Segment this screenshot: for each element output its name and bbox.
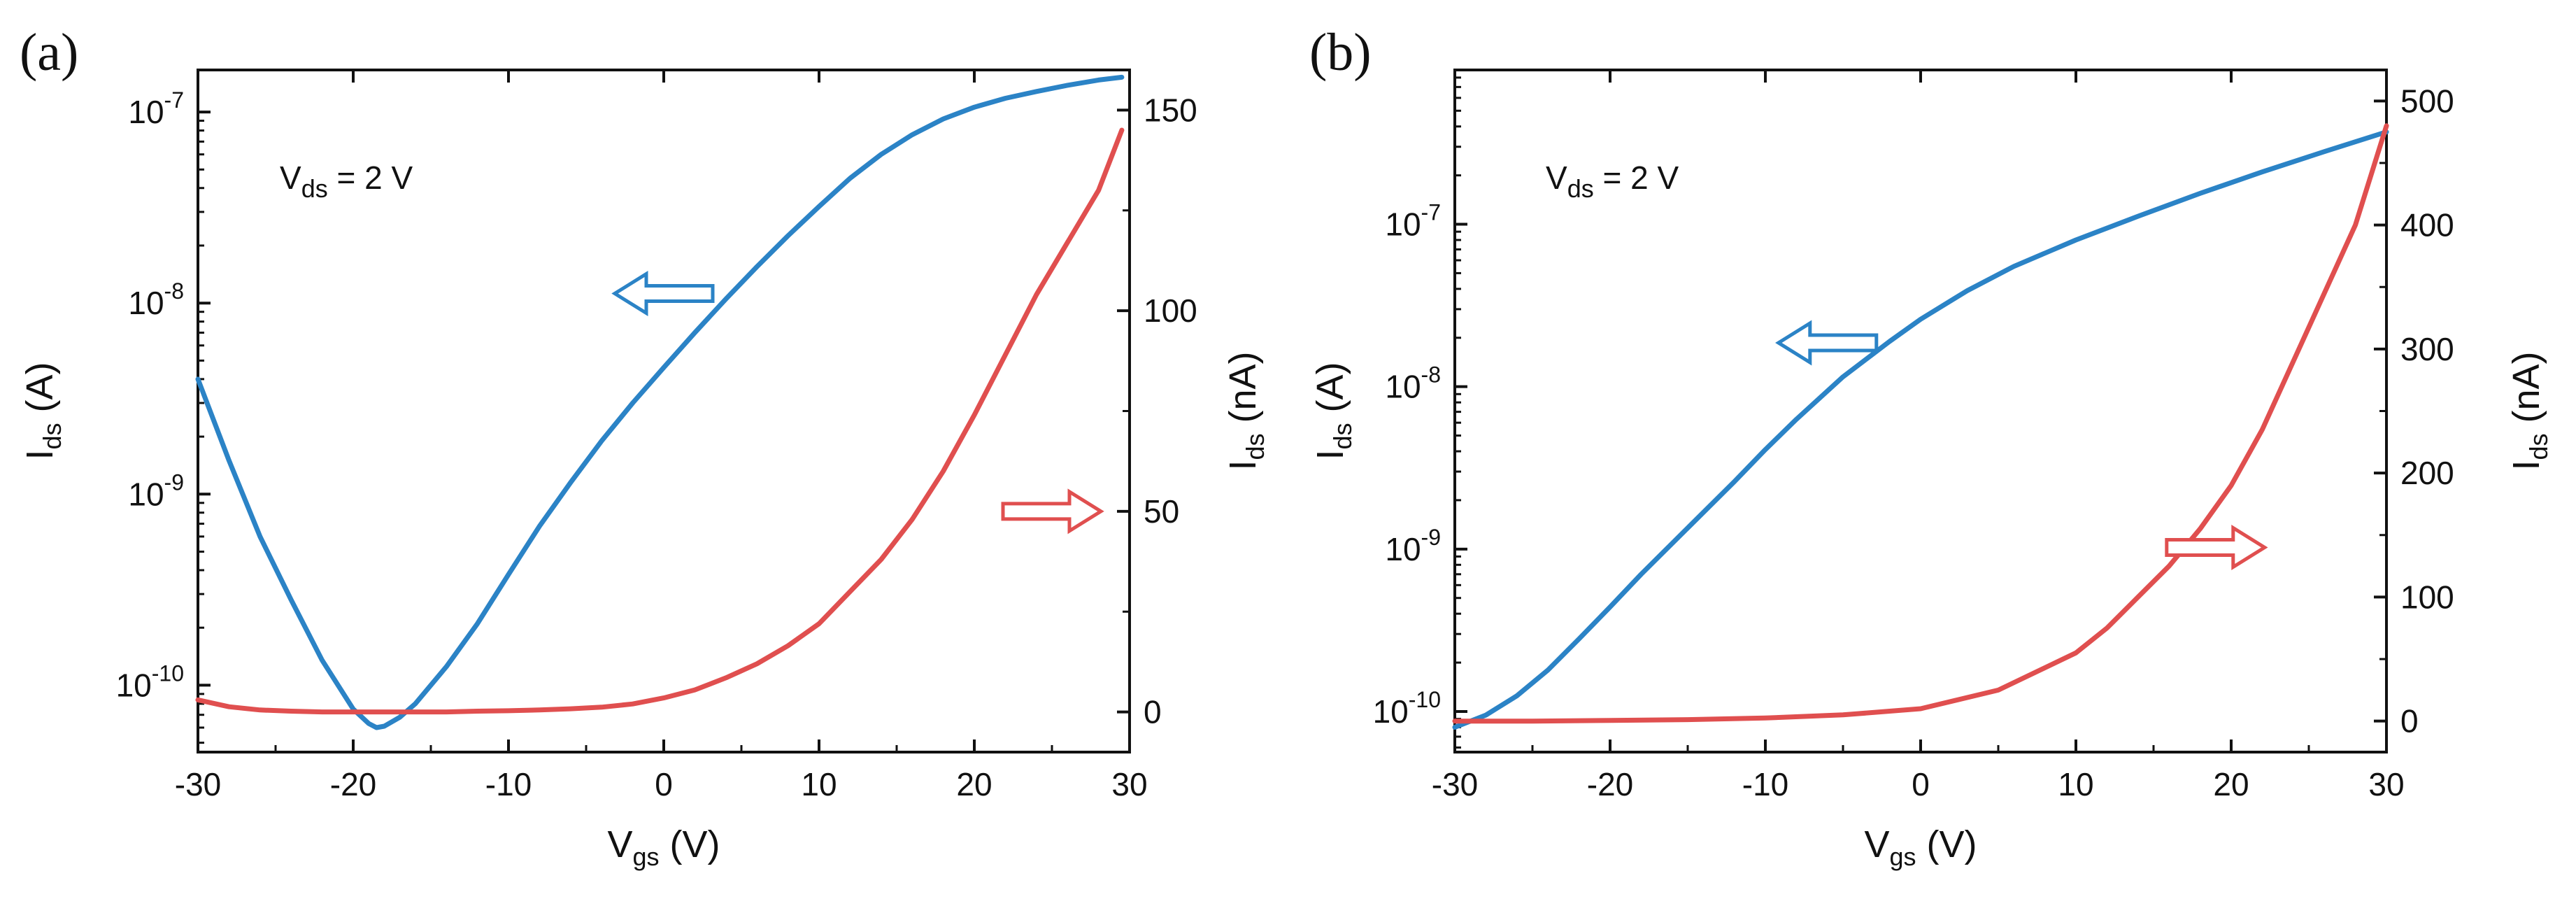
y-left-tick-exponent: -10 <box>1409 687 1441 712</box>
condition-annotation-subscript: ds <box>301 174 328 203</box>
x-tick-label: 20 <box>2213 766 2249 802</box>
right-axis-arrow <box>2165 525 2268 570</box>
y-left-tick-label: 10-10 <box>1373 687 1441 730</box>
x-axis-title-subscript: gs <box>633 842 660 871</box>
y-left-tick-base: 10 <box>1373 693 1409 730</box>
y-left-axis-title-subscript: ds <box>1328 423 1357 449</box>
y-left-axis-title: Ids (A) <box>19 362 66 460</box>
y-left-tick-label: 10-9 <box>128 469 184 512</box>
y-left-tick-exponent: -10 <box>152 660 184 686</box>
y-left-tick-exponent: -7 <box>164 87 184 113</box>
y-right-tick-label: 200 <box>2400 455 2454 491</box>
series-line-log-left <box>195 74 1125 730</box>
series-line-linear-right <box>1452 123 2389 724</box>
y-right-axis-title-rest: (nA) <box>1222 351 1264 433</box>
y-left-tick-exponent: -8 <box>1421 362 1441 388</box>
y-right-axis-title-subscript: ds <box>2524 433 2553 460</box>
x-tick-label: 30 <box>1111 766 1147 802</box>
y-left-axis-title: Ids (A) <box>1309 362 1357 460</box>
y-left-tick-label: 10-8 <box>1385 362 1441 405</box>
y-left-tick-label: 10-10 <box>116 660 184 703</box>
condition-annotation-rest: = 2 V <box>1594 160 1679 196</box>
x-tick-label: 10 <box>801 766 837 802</box>
y-left-tick-label: 10-7 <box>128 87 184 130</box>
y-left-tick-label: 10-9 <box>1385 525 1441 567</box>
y-left-tick-exponent: -7 <box>1421 200 1441 225</box>
panel-b: -30 -20 -10 0 10 20 3010-1010-910-810-70100200… <box>1309 23 2553 871</box>
y-right-tick-label: 150 <box>1144 92 1197 128</box>
panel-label: (a) <box>20 23 78 82</box>
x-axis-title-rest: (V) <box>1916 823 1977 865</box>
series-line-linear-right <box>195 127 1125 715</box>
y-right-tick-label: 0 <box>1144 694 1162 730</box>
y-right-axis-title-main: I <box>2505 460 2547 471</box>
x-tick-label: -20 <box>330 766 376 802</box>
y-left-axis-title-main: I <box>1309 450 1351 460</box>
y-right-tick-label: 300 <box>2400 331 2454 367</box>
y-right-axis-title-subscript: ds <box>1241 433 1269 460</box>
x-axis-title-main: V <box>607 823 632 865</box>
x-tick-label: 0 <box>1912 766 1930 802</box>
y-right-axis-title: Ids (nA) <box>1222 351 1269 470</box>
y-right-tick-label: 100 <box>2400 579 2454 615</box>
condition-annotation-main: V <box>1546 160 1567 196</box>
y-right-axis-title-rest: (nA) <box>2505 351 2547 433</box>
y-left-tick-base: 10 <box>1385 206 1421 243</box>
condition-annotation-subscript: ds <box>1567 174 1594 203</box>
x-tick-label: 30 <box>2368 766 2404 802</box>
y-left-tick-base: 10 <box>1385 531 1421 567</box>
y-left-tick-exponent: -9 <box>164 469 184 495</box>
x-tick-label: 20 <box>956 766 992 802</box>
right-axis-arrow <box>1001 488 1104 535</box>
condition-annotation: Vds = 2 V <box>280 160 413 203</box>
x-tick-label: -30 <box>175 766 221 802</box>
x-axis-title-main: V <box>1864 823 1889 865</box>
y-left-tick-exponent: -8 <box>164 278 184 304</box>
x-tick-label: -30 <box>1432 766 1478 802</box>
y-right-tick-label: 500 <box>2400 83 2454 119</box>
y-left-tick-exponent: -9 <box>1421 525 1441 550</box>
condition-annotation-main: V <box>280 160 301 196</box>
y-left-axis-title-subscript: ds <box>38 423 66 449</box>
x-axis-title: Vgs (V) <box>1864 823 1977 871</box>
y-left-tick-base: 10 <box>128 285 164 321</box>
x-axis-title: Vgs (V) <box>607 823 720 871</box>
y-right-axis-title-main: I <box>1222 460 1264 471</box>
left-axis-arrow <box>1775 320 1879 366</box>
x-axis-title-rest: (V) <box>660 823 720 865</box>
y-right-tick-label: 400 <box>2400 207 2454 243</box>
y-right-tick-label: 100 <box>1144 292 1197 329</box>
y-left-tick-label: 10-8 <box>128 278 184 321</box>
x-tick-label: -20 <box>1587 766 1633 802</box>
y-left-axis-title-rest: (A) <box>1309 362 1351 423</box>
y-left-tick-base: 10 <box>128 94 164 130</box>
x-axis-title-subscript: gs <box>1890 842 1916 871</box>
condition-annotation-rest: = 2 V <box>328 160 413 196</box>
condition-annotation: Vds = 2 V <box>1546 160 1679 203</box>
panel-label: (b) <box>1309 23 1372 82</box>
left-axis-arrow <box>611 271 715 317</box>
x-tick-label: -10 <box>1742 766 1788 802</box>
y-left-tick-base: 10 <box>116 667 152 703</box>
y-left-axis-title-rest: (A) <box>19 362 61 423</box>
x-tick-label: -10 <box>485 766 532 802</box>
y-left-tick-base: 10 <box>1385 369 1421 405</box>
panel-a: -30 -20 -10 0 10 20 3010-1010-910-810-70501001… <box>19 23 1269 871</box>
y-right-tick-label: 50 <box>1144 493 1179 530</box>
series-line-log-left <box>1452 129 2389 730</box>
y-right-axis-title: Ids (nA) <box>2505 351 2553 470</box>
y-left-axis-title-main: I <box>19 450 61 460</box>
y-right-tick-label: 0 <box>2400 703 2419 739</box>
x-tick-label: 0 <box>655 766 673 802</box>
y-left-tick-base: 10 <box>128 476 164 512</box>
y-left-tick-label: 10-7 <box>1385 200 1441 243</box>
x-tick-label: 10 <box>2058 766 2093 802</box>
